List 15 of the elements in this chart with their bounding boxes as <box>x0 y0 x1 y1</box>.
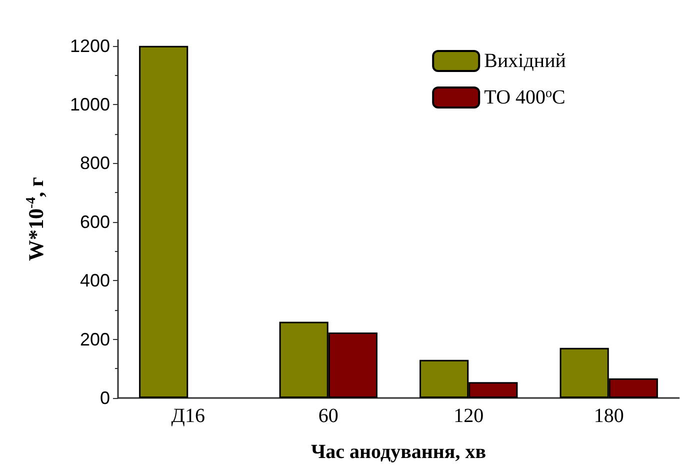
x-tick-label: 120 <box>454 405 484 427</box>
x-tick-label: 60 <box>318 405 338 427</box>
y-tick-label: 800 <box>80 153 110 174</box>
y-tick-label: 600 <box>80 212 110 232</box>
y-tick-label: 200 <box>80 329 110 350</box>
x-axis-title: Час анодування, хв <box>310 441 486 463</box>
x-tick-label: Д16 <box>171 405 205 427</box>
y-tick-label: 400 <box>80 270 110 291</box>
x-tick-label: 180 <box>594 405 624 427</box>
bar <box>139 46 188 398</box>
legend-label: Вихідний <box>484 50 566 72</box>
y-tick-label: 1000 <box>70 94 110 115</box>
y-axis-title: W*10-4, г <box>23 177 48 261</box>
y-tick-label: 0 <box>100 388 110 408</box>
y-tick-label: 1200 <box>70 36 110 56</box>
